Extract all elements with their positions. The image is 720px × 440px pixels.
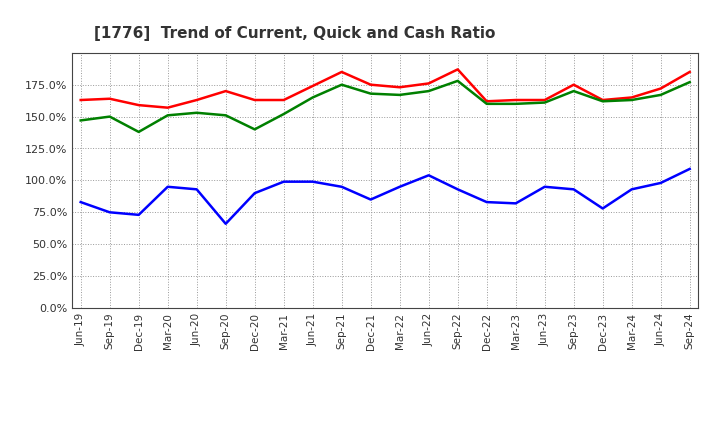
Cash Ratio (163, 184, 172, 189)
Quick Ratio (570, 88, 578, 94)
Cash Ratio (598, 206, 607, 211)
Quick Ratio (251, 127, 259, 132)
Quick Ratio (657, 92, 665, 98)
Current Ratio (511, 97, 520, 103)
Quick Ratio (454, 78, 462, 84)
Quick Ratio (105, 114, 114, 119)
Current Ratio (424, 81, 433, 86)
Current Ratio (338, 69, 346, 74)
Text: [1776]  Trend of Current, Quick and Cash Ratio: [1776] Trend of Current, Quick and Cash … (94, 26, 495, 41)
Cash Ratio (251, 191, 259, 196)
Current Ratio (454, 67, 462, 72)
Current Ratio (570, 82, 578, 87)
Current Ratio (366, 82, 375, 87)
Quick Ratio (685, 80, 694, 85)
Current Ratio (627, 95, 636, 100)
Current Ratio (279, 97, 288, 103)
Cash Ratio (338, 184, 346, 189)
Quick Ratio (338, 82, 346, 87)
Cash Ratio (511, 201, 520, 206)
Cash Ratio (657, 180, 665, 186)
Cash Ratio (76, 199, 85, 205)
Current Ratio (598, 97, 607, 103)
Line: Current Ratio: Current Ratio (81, 70, 690, 108)
Current Ratio (685, 69, 694, 74)
Cash Ratio (221, 221, 230, 227)
Line: Quick Ratio: Quick Ratio (81, 81, 690, 132)
Current Ratio (395, 84, 404, 90)
Cash Ratio (395, 184, 404, 189)
Cash Ratio (685, 166, 694, 172)
Quick Ratio (541, 100, 549, 105)
Current Ratio (105, 96, 114, 101)
Current Ratio (135, 103, 143, 108)
Quick Ratio (395, 92, 404, 98)
Cash Ratio (541, 184, 549, 189)
Cash Ratio (135, 212, 143, 217)
Cash Ratio (308, 179, 317, 184)
Quick Ratio (627, 97, 636, 103)
Current Ratio (308, 83, 317, 88)
Quick Ratio (482, 101, 491, 106)
Current Ratio (192, 97, 201, 103)
Quick Ratio (192, 110, 201, 115)
Current Ratio (221, 88, 230, 94)
Cash Ratio (279, 179, 288, 184)
Cash Ratio (105, 210, 114, 215)
Quick Ratio (279, 111, 288, 117)
Cash Ratio (570, 187, 578, 192)
Current Ratio (76, 97, 85, 103)
Quick Ratio (76, 118, 85, 123)
Cash Ratio (192, 187, 201, 192)
Cash Ratio (482, 199, 491, 205)
Current Ratio (163, 105, 172, 110)
Line: Cash Ratio: Cash Ratio (81, 169, 690, 224)
Quick Ratio (163, 113, 172, 118)
Quick Ratio (511, 101, 520, 106)
Current Ratio (657, 86, 665, 91)
Quick Ratio (221, 113, 230, 118)
Quick Ratio (366, 91, 375, 96)
Quick Ratio (308, 95, 317, 100)
Current Ratio (541, 97, 549, 103)
Current Ratio (251, 97, 259, 103)
Cash Ratio (424, 172, 433, 178)
Current Ratio (482, 99, 491, 104)
Cash Ratio (366, 197, 375, 202)
Quick Ratio (135, 129, 143, 135)
Cash Ratio (454, 187, 462, 192)
Quick Ratio (598, 99, 607, 104)
Quick Ratio (424, 88, 433, 94)
Cash Ratio (627, 187, 636, 192)
